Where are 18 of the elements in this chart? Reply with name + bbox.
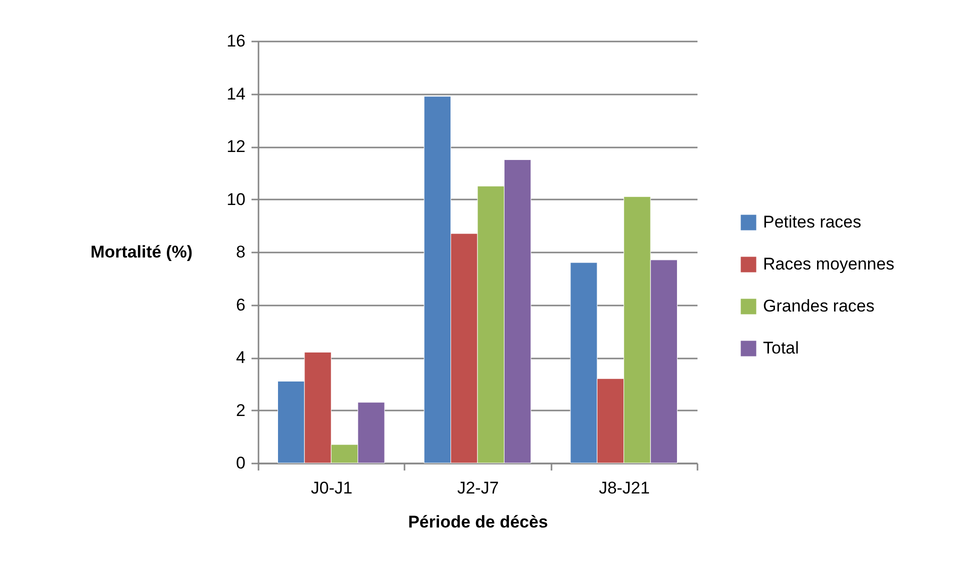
y-tick-label: 10 — [226, 190, 246, 209]
legend-label: Petites races — [763, 212, 862, 232]
y-tick-label: 0 — [236, 454, 246, 472]
x-axis-title: Période de décès — [408, 512, 548, 532]
legend-label: Grandes races — [763, 296, 874, 316]
legend-label: Races moyennes — [763, 254, 894, 274]
y-tick-label: 6 — [236, 295, 246, 314]
y-tick-label: 2 — [236, 400, 246, 420]
y-tick-label: 12 — [226, 137, 246, 156]
y-tick-label: 4 — [236, 348, 246, 367]
x-tick-label: J0-J1 — [310, 478, 352, 498]
y-tick-label: 14 — [226, 84, 246, 104]
y-tick-label: 16 — [226, 32, 246, 50]
y-axis-title: Mortalité (%) — [90, 242, 192, 262]
legend-label: Total — [763, 338, 799, 358]
y-tick-label: 8 — [236, 242, 246, 262]
x-tick-label: J8-J21 — [598, 478, 650, 498]
x-tick-label: J2-J7 — [457, 478, 499, 498]
